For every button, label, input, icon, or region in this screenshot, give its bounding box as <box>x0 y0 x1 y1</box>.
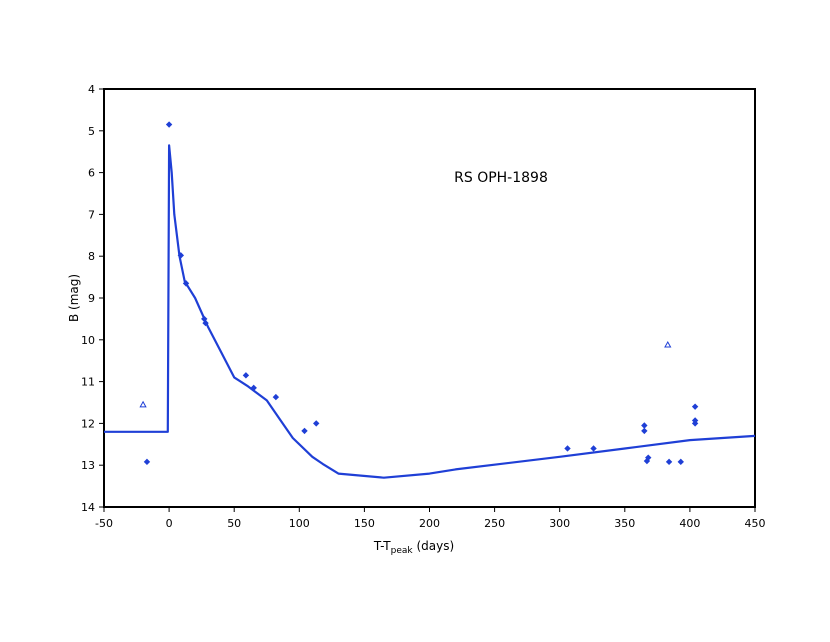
data-point-diamond <box>641 422 648 429</box>
data-point-diamond <box>645 454 652 461</box>
x-tick-label: 100 <box>289 517 310 530</box>
y-tick-label: 7 <box>88 208 95 221</box>
x-tick-label: -50 <box>95 517 113 530</box>
data-point-diamond <box>301 427 308 435</box>
data-point-triangle <box>664 340 672 348</box>
y-tick-label: 8 <box>88 250 95 263</box>
x-axis: -50 0 50 100 150 200 250 300 350 400 450 <box>95 507 766 530</box>
x-tick-label: 250 <box>484 517 505 530</box>
x-axis-title-suffix: (days) <box>413 539 455 553</box>
data-point-diamond <box>665 458 673 466</box>
data-point-diamond <box>677 458 684 466</box>
y-tick-label: 12 <box>81 417 95 430</box>
y-tick-label: 5 <box>88 125 95 138</box>
x-tick-label: 50 <box>227 517 241 530</box>
x-tick-label: 450 <box>745 517 766 530</box>
y-tick-label: 13 <box>81 459 95 472</box>
x-tick-label: 400 <box>679 517 700 530</box>
data-point-diamond <box>313 420 320 427</box>
data-point-diamond <box>691 420 699 427</box>
y-tick-label: 6 <box>88 167 95 180</box>
y-tick-label: 10 <box>81 334 95 347</box>
plot-area-frame <box>103 88 756 508</box>
data-point-diamond <box>242 372 250 379</box>
y-tick-label: 9 <box>88 292 95 305</box>
data-point-diamond <box>590 445 597 452</box>
y-tick-label: 11 <box>81 376 95 389</box>
x-tick-label: 0 <box>166 517 173 530</box>
data-point-diamond <box>272 393 280 401</box>
data-point-diamond <box>641 427 648 435</box>
y-axis-title: B (mag) <box>67 274 81 322</box>
x-axis-title-main: T-T <box>373 539 391 553</box>
x-tick-label: 350 <box>614 517 635 530</box>
x-tick-label: 200 <box>419 517 440 530</box>
x-tick-label: 300 <box>549 517 570 530</box>
data-point-diamond <box>165 121 173 128</box>
y-tick-label: 14 <box>81 501 95 514</box>
x-tick-label: 150 <box>354 517 375 530</box>
series-layer <box>104 121 756 479</box>
x-axis-title-subscript: peak <box>391 546 414 556</box>
data-point-diamond <box>564 445 571 452</box>
x-axis-title: T-Tpeak (days) <box>373 539 454 556</box>
model-curve <box>104 144 756 479</box>
y-axis: 4 5 6 7 8 9 10 11 12 13 14 <box>81 83 104 514</box>
data-point-diamond <box>143 458 151 466</box>
data-point-triangle <box>139 400 147 408</box>
y-tick-label: 4 <box>88 83 95 96</box>
chart-annotation: RS OPH-1898 <box>454 170 548 186</box>
data-point-diamond <box>691 403 699 410</box>
